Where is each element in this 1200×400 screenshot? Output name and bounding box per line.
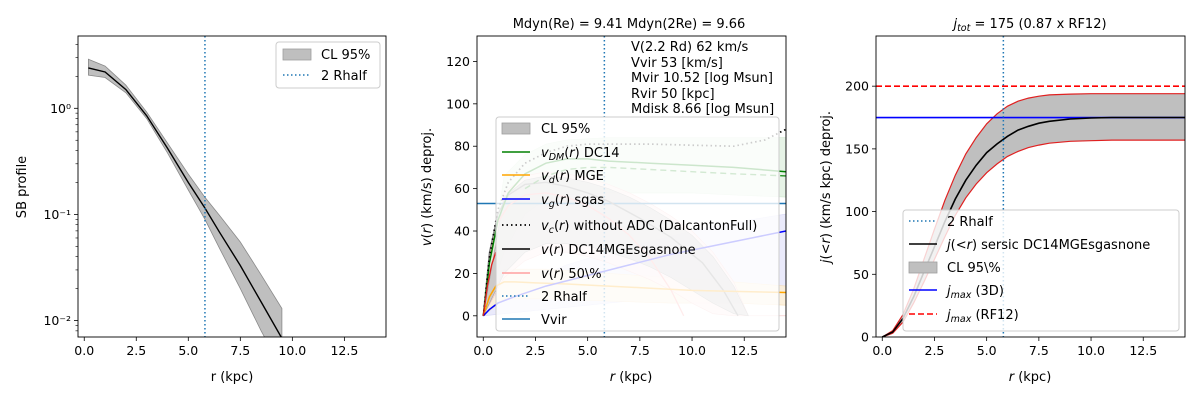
- y-axis-label-rest: (<: [819, 243, 834, 259]
- annotation-v22rd: V(2.2 Rd) 62 km/s: [631, 40, 749, 55]
- legend: 2 Rhalf j(<r) sersic DC14MGEsgasnone CL …: [902, 209, 1180, 332]
- legend-label-rhalf: 2 Rhalf: [321, 69, 367, 84]
- legend-label-rhalf: 2 Rhalf: [947, 215, 993, 230]
- cl95-band: [88, 58, 283, 337]
- chart-title: jtot = 175 (0.87 x RF12): [951, 17, 1106, 34]
- y-tick-label: 0: [861, 330, 869, 345]
- y-axis-label-rest: (: [420, 233, 435, 238]
- annotation-mdisk: Mdisk 8.66 [log Msun]: [631, 102, 774, 117]
- y-tick-label: 50: [853, 267, 869, 282]
- axes-frame: [476, 35, 787, 338]
- annotation-rvir: Rvir 50 [kpc]: [631, 87, 715, 102]
- x-tick-label: 0.0: [872, 343, 892, 358]
- legend-label-jmax3d: jmax (3D): [945, 284, 1004, 301]
- annotation-block: V(2.2 Rd) 62 km/s Vvir 53 [km/s] Mvir 10…: [631, 40, 774, 117]
- x-tick-label: 10.0: [1077, 343, 1105, 358]
- legend-box: [495, 116, 780, 332]
- x-tick-label: 5.0: [977, 343, 997, 358]
- x-tick-label: 12.5: [330, 343, 358, 358]
- vc-adc-line: [482, 251, 497, 316]
- y-tick-label: 10⁻²: [43, 313, 71, 328]
- y-axis-label: j(<r) (km/s kpc) deproj.: [819, 111, 834, 265]
- x-tick-label: 7.5: [630, 343, 650, 358]
- y-axis-label-unit: ) (km/s kpc) deproj.: [819, 111, 834, 238]
- y-tick-label: 20: [454, 266, 470, 281]
- y-tick-label: 0: [462, 308, 470, 323]
- panel-angular-momentum: 0.0 2.5 5.0 7.5 10.0 12.5 0 50 100 150 200 jtot = …: [819, 17, 1186, 385]
- legend-label-cl95: CL 95\%: [947, 261, 1001, 276]
- axes-frame: [77, 35, 387, 338]
- x-axis-label-var: r: [1009, 370, 1016, 385]
- chart-title: Mdyn(Re) = 9.41 Mdyn(2Re) = 9.66: [513, 17, 746, 32]
- y-tick-label: 60: [454, 181, 470, 196]
- y-tick-label: 80: [454, 139, 470, 154]
- y-axis-label-unit: ) (km/s) deproj.: [420, 128, 435, 228]
- y-axis-label-var: v: [420, 238, 435, 246]
- y-tick-label: 40: [454, 224, 470, 239]
- y-tick-label: 100: [845, 204, 869, 219]
- y-tick-label: 10⁰: [50, 101, 71, 116]
- legend-label-j: j(<r) sersic DC14MGEsgasnone: [945, 238, 1150, 253]
- panel-velocity: 0.0 2.5 5.0 7.5 10.0 12.5 0 20 40 60 80 100 120 Mdyn…: [420, 17, 787, 385]
- legend-label-vg: vg(r) sgas: [541, 193, 604, 210]
- plot-marks: [88, 36, 283, 337]
- x-tick-label: 12.5: [1129, 343, 1157, 358]
- y-tick-label: 200: [845, 79, 869, 94]
- x-axis-label: r (kpc): [610, 370, 653, 385]
- x-axis-label-var: r: [610, 370, 617, 385]
- y-axis-label-r: r: [819, 236, 834, 243]
- x-tick-label: 0.0: [473, 343, 493, 358]
- legend-label-cl95: CL 95%: [541, 122, 590, 137]
- x-tick-label: 7.5: [230, 343, 250, 358]
- x-tick-label: 0.0: [74, 343, 94, 358]
- x-tick-label: 10.0: [678, 343, 706, 358]
- y-axis-label: SB profile: [15, 156, 30, 218]
- legend-swatch-cl95: [501, 122, 531, 135]
- y-axis-label-var: j: [819, 259, 834, 265]
- legend-swatch-cl95: [908, 261, 938, 274]
- x-axis-label-unit: (kpc): [1014, 370, 1051, 385]
- y-tick-label: 150: [845, 141, 869, 156]
- legend-label-cl95: CL 95%: [321, 48, 370, 63]
- y-tick-label: 120: [446, 54, 470, 69]
- x-tick-label: 5.0: [178, 343, 198, 358]
- legend-label-vd: vd(r) MGE: [541, 169, 604, 186]
- x-tick-label: 12.5: [730, 343, 758, 358]
- sb-profile-line: [88, 67, 282, 337]
- x-tick-label: 2.5: [526, 343, 546, 358]
- legend: CL 95% vDM(r) DC14 vd(r) MGE vg(r) sgas …: [495, 116, 780, 332]
- legend: CL 95% 2 Rhalf: [275, 41, 381, 89]
- annotation-mvir: Mvir 10.52 [log Msun]: [631, 71, 773, 86]
- x-tick-label: 5.0: [578, 343, 598, 358]
- x-axis-label-unit: (kpc): [615, 370, 652, 385]
- x-axis-label: r (kpc): [1009, 370, 1052, 385]
- x-axis-label: r (kpc): [211, 370, 254, 385]
- legend-label-vdm: vDM(r) DC14: [541, 146, 620, 163]
- legend-label-rhalf: 2 Rhalf: [541, 290, 587, 305]
- y-axis-label-r: r: [420, 226, 435, 233]
- y-tick-label: 10⁻¹: [43, 207, 71, 222]
- legend-label-vc: vc(r) without ADC (DalcantonFull): [541, 219, 757, 236]
- x-tick-label: 2.5: [925, 343, 945, 358]
- x-tick-label: 7.5: [1029, 343, 1049, 358]
- legend-label-v50: v(r) 50\%: [541, 267, 602, 282]
- legend-swatch-cl95: [282, 48, 312, 61]
- annotation-vvir: Vvir 53 [km/s]: [631, 56, 723, 71]
- axes-frame: [875, 35, 1186, 338]
- legend-label-jmaxrf12: jmax (RF12): [945, 308, 1019, 325]
- legend-label-vtot: v(r) DC14MGEsgasnone: [541, 243, 696, 258]
- y-axis-label: v(r) (km/s) deproj.: [420, 128, 435, 246]
- x-tick-label: 2.5: [126, 343, 146, 358]
- y-tick-label: 100: [446, 96, 470, 111]
- x-tick-label: 10.0: [278, 343, 306, 358]
- legend-box: [902, 209, 1180, 332]
- legend-label-vvir: Vvir: [541, 313, 567, 328]
